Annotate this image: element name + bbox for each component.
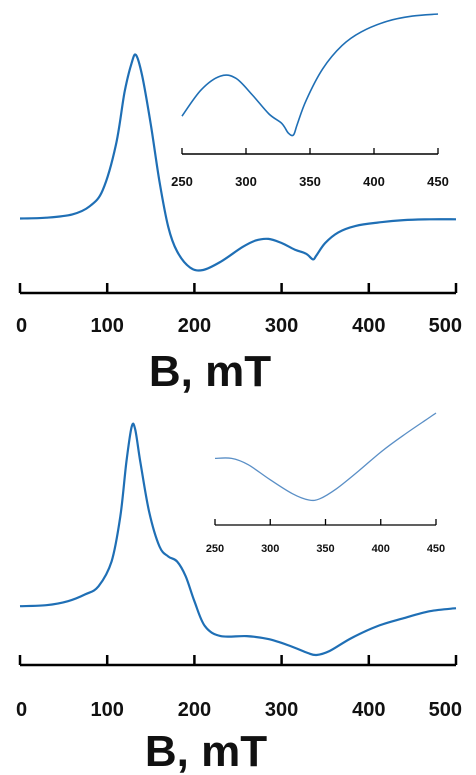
top-main-tick-label: 100: [91, 315, 124, 337]
top-inset-tick-labels: 250 300 350 400 450: [171, 174, 449, 189]
top-inset-ticks: [181, 148, 439, 154]
top-main-series-line: [19, 53, 457, 272]
bottom-inset-plot: 250 300 350 400 450: [206, 412, 445, 555]
bottom-main-tick-label: 300: [265, 699, 298, 721]
top-main-tick-label: 300: [265, 315, 298, 337]
bottom-main-tick-label: 400: [352, 699, 385, 721]
bottom-inset-tick-labels: 250 300 350 400 450: [206, 543, 445, 555]
top-inset-tick-label: 250: [171, 174, 193, 189]
bottom-inset-tick-label: 400: [372, 543, 390, 555]
bottom-inset-tick-label: 450: [427, 543, 445, 555]
top-inset-tick-label: 350: [299, 174, 321, 189]
top-inset-tick-label: 300: [235, 174, 257, 189]
bottom-panel: 0 100 200 300 400 500 250 300 350 400 450 B, mT: [16, 412, 462, 775]
top-main-ticks: [18, 283, 458, 293]
bottom-x-axis-title: B, mT: [145, 727, 267, 775]
bottom-inset-ticks: [214, 519, 437, 525]
top-main-tick-label: 500: [429, 315, 462, 337]
top-main-tick-labels: 0 100 200 300 400 500: [16, 315, 462, 337]
bottom-main-series-line: [19, 422, 457, 657]
bottom-main-tick-labels: 0 100 200 300 400 500: [16, 699, 462, 721]
top-x-axis-title: B, mT: [149, 347, 271, 396]
bottom-main-ticks: [18, 655, 458, 665]
top-main-tick-label: 0: [16, 315, 27, 337]
bottom-main-tick-label: 200: [178, 699, 211, 721]
bottom-inset-series-line: [214, 412, 437, 502]
top-inset-tick-label: 400: [363, 174, 385, 189]
top-panel: 0 100 200 300 400 500 250 300 350 400 450 B, mT: [16, 13, 462, 396]
top-inset-series-line: [181, 13, 439, 137]
bottom-main-plot: 0 100 200 300 400 500: [16, 422, 462, 721]
top-inset-plot: 250 300 350 400 450: [171, 13, 449, 189]
top-main-plot: 0 100 200 300 400 500: [16, 53, 462, 337]
top-main-tick-label: 200: [178, 315, 211, 337]
bottom-inset-tick-label: 300: [261, 543, 279, 555]
bottom-main-tick-label: 100: [91, 699, 124, 721]
bottom-main-tick-label: 0: [16, 699, 27, 721]
top-inset-tick-label: 450: [427, 174, 449, 189]
bottom-inset-tick-label: 250: [206, 543, 224, 555]
bottom-main-tick-label: 500: [429, 699, 462, 721]
top-main-tick-label: 400: [352, 315, 385, 337]
bottom-inset-tick-label: 350: [316, 543, 334, 555]
